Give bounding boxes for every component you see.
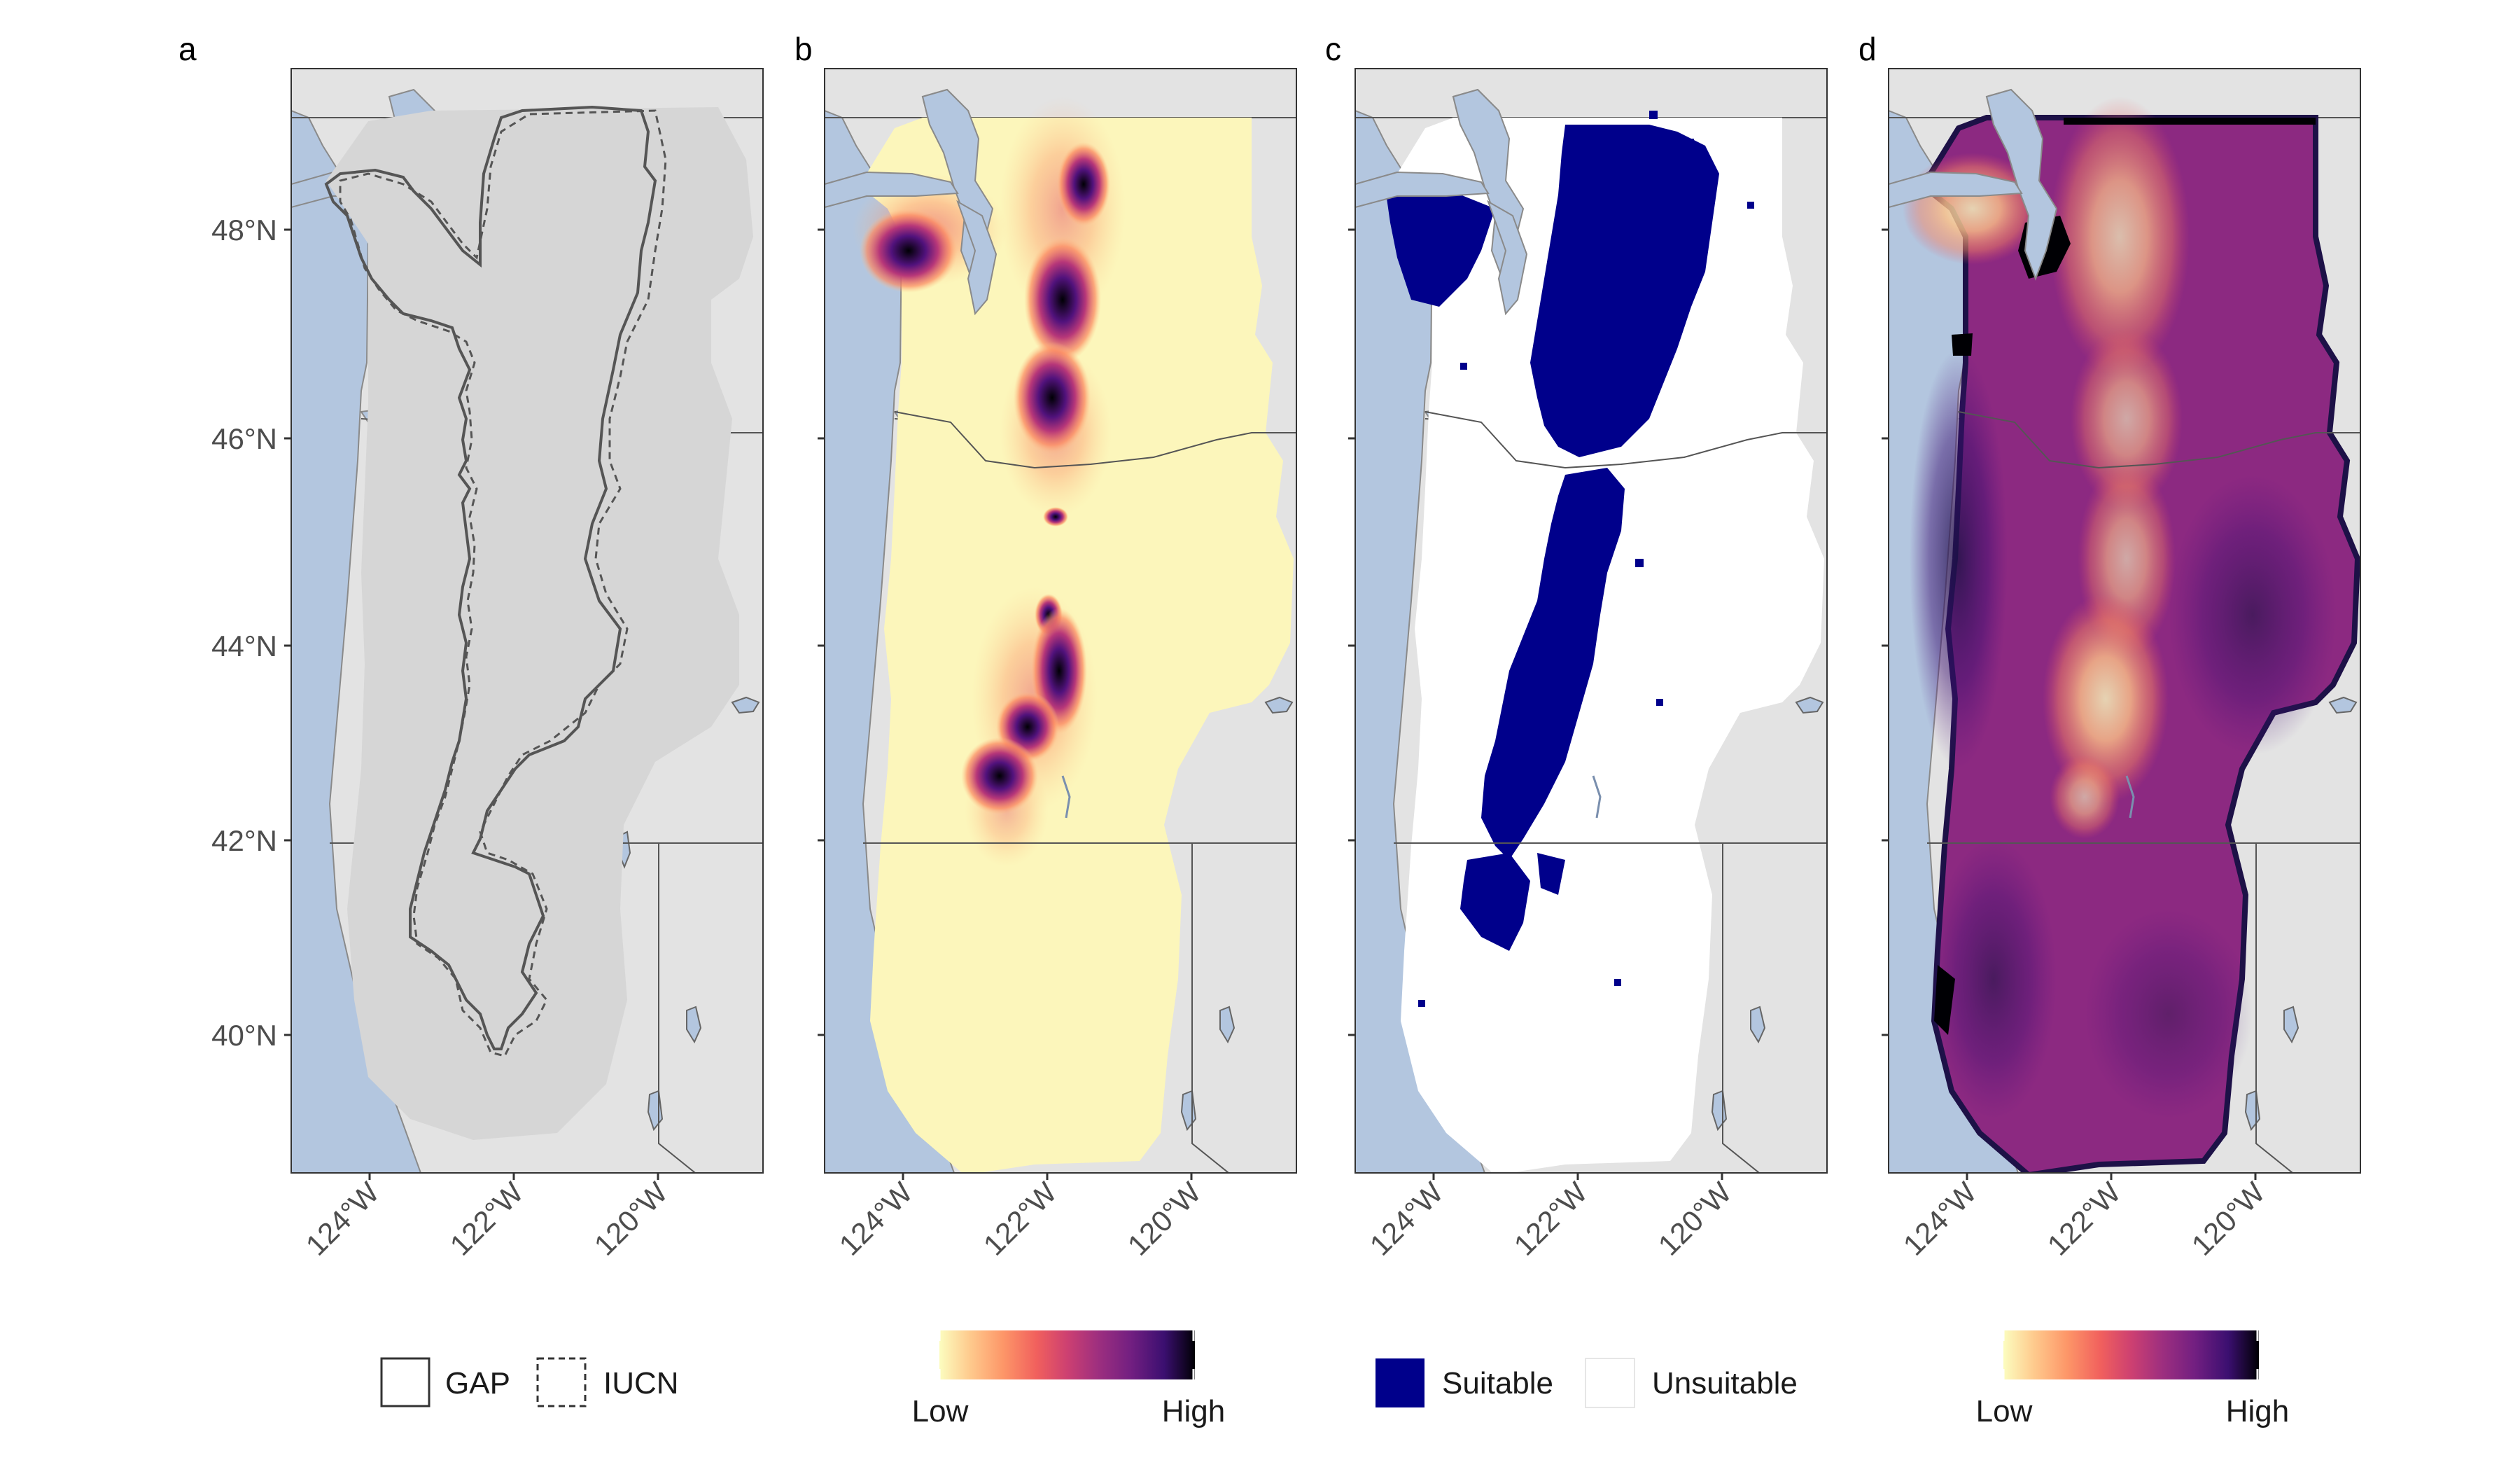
y-tick-label: 40°N <box>211 1019 277 1052</box>
legend-gap-key <box>380 1357 430 1407</box>
legend-b-low: Low <box>912 1394 969 1428</box>
legend-suitability: Low High <box>912 1330 1226 1428</box>
panel-d-map <box>1889 69 2360 1173</box>
legend-range: GAP IUCN <box>380 1357 679 1407</box>
y-axis <box>284 228 1889 1036</box>
x-tick-label: 122°W <box>444 1176 530 1262</box>
x-tick-label: 124°W <box>300 1176 386 1262</box>
legend-iucn-label: IUCN <box>603 1366 679 1400</box>
y-tick-labels: 48°N 46°N 44°N 42°N 40°N <box>211 214 277 1052</box>
legend-b-high: High <box>1162 1394 1226 1428</box>
x-tick-label: 124°W <box>1364 1176 1450 1262</box>
gap-range-outline <box>324 105 657 1050</box>
panel-c-map <box>1355 69 1827 1173</box>
legend-unsuitable-key <box>1585 1358 1635 1408</box>
x-tick-label: 122°W <box>977 1176 1063 1262</box>
panel-b <box>824 68 1297 1174</box>
x-axis-ticks <box>368 1173 2257 1180</box>
y-tick-label: 44°N <box>211 630 277 662</box>
colorbar-d <box>2003 1330 2259 1379</box>
x-tick-label: 124°W <box>1897 1176 1983 1262</box>
panel-b-map <box>825 69 1296 1173</box>
y-tick-label: 46°N <box>211 422 277 455</box>
panel-letter-d: d <box>1858 31 1877 67</box>
panel-c <box>1354 68 1828 1174</box>
suitable-cascades-south <box>1481 468 1625 860</box>
iucn-range-outline <box>339 109 667 1057</box>
x-tick-label: 122°W <box>2041 1176 2127 1262</box>
legend-gap-label: GAP <box>445 1366 510 1400</box>
x-tick-labels: 124°W 122°W 120°W 124°W 122°W 120°W 124°… <box>300 1176 2272 1262</box>
panel-letter-a: a <box>178 31 197 67</box>
x-tick-label: 124°W <box>833 1176 919 1262</box>
legend-binary: Suitable Unsuitable <box>1376 1358 1798 1408</box>
panel-letter-b: b <box>794 31 813 67</box>
legend-suitable-key <box>1376 1358 1424 1407</box>
x-tick-label: 120°W <box>2185 1176 2272 1262</box>
panel-d <box>1888 68 2361 1174</box>
legend-unsuitable-label: Unsuitable <box>1652 1366 1798 1400</box>
y-tick-label: 48°N <box>211 214 277 246</box>
legend-iucn-key <box>536 1357 587 1407</box>
panel-a <box>290 68 764 1174</box>
legend-d-low: Low <box>1976 1394 2033 1428</box>
legend-suitable-label: Suitable <box>1442 1366 1553 1400</box>
panel-letter-c: c <box>1325 31 1341 67</box>
panel-a-map <box>291 69 763 1173</box>
legend-d-high: High <box>2226 1394 2290 1428</box>
suitable-olympics <box>1387 191 1495 307</box>
suitable-cascades-north <box>1530 125 1719 457</box>
legend-uncertainty: Low High <box>1976 1330 2290 1428</box>
x-tick-label: 120°W <box>1121 1176 1208 1262</box>
y-tick-label: 42°N <box>211 824 277 857</box>
colorbar-b <box>939 1330 1195 1379</box>
x-tick-label: 120°W <box>1652 1176 1738 1262</box>
x-tick-label: 122°W <box>1508 1176 1594 1262</box>
x-tick-label: 120°W <box>588 1176 674 1262</box>
